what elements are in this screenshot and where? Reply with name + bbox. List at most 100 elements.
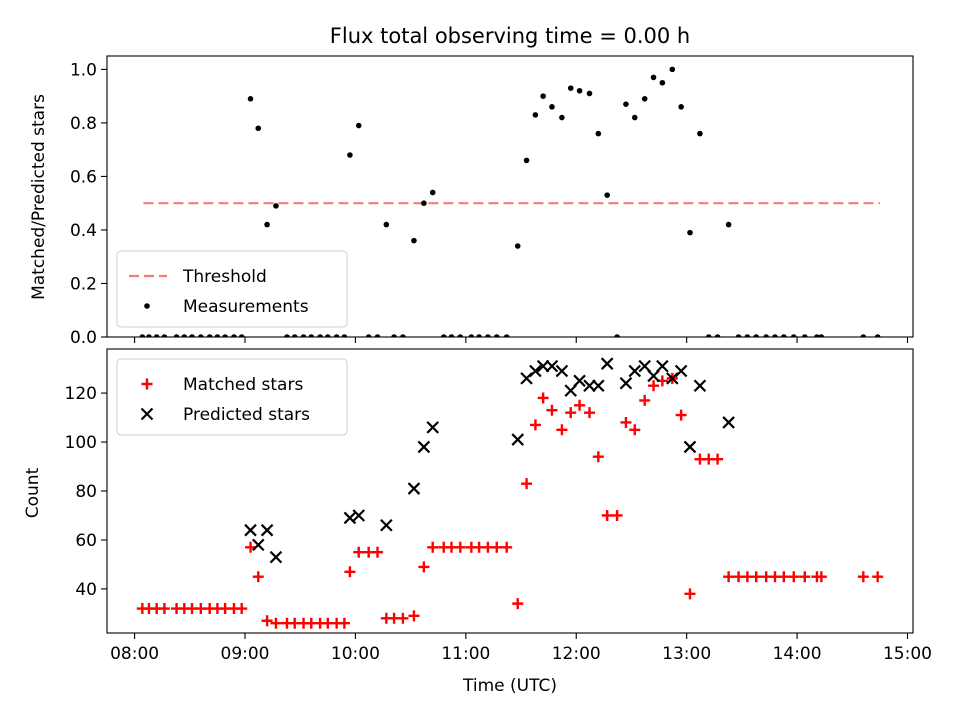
- legend-label-measurements: Measurements: [183, 297, 309, 317]
- measurements-point: [206, 334, 213, 337]
- measurements-point: [146, 334, 152, 337]
- measurements-point: [476, 334, 482, 337]
- measurements-point: [247, 96, 254, 102]
- data-marks: [136, 357, 884, 629]
- legend: Threshold Measurements: [116, 250, 348, 328]
- matched-stars-point: [778, 571, 790, 583]
- measurements-point: [300, 334, 307, 337]
- matched-stars-point: [684, 588, 696, 600]
- measurements-point: [214, 334, 221, 337]
- measurements-point: [222, 334, 228, 337]
- measurements-point: [669, 66, 676, 73]
- matched-stars-point: [620, 416, 632, 428]
- measurements-point: [687, 229, 693, 236]
- measurements-point: [540, 93, 546, 99]
- measurements-point: [763, 334, 769, 337]
- matched-stars-point: [629, 424, 641, 436]
- predicted-stars-point: [683, 440, 697, 454]
- matched-stars-point: [529, 419, 541, 431]
- measurements-point: [604, 192, 610, 198]
- measurements-point: [493, 334, 500, 337]
- matched-stars-point: [872, 571, 884, 583]
- measurements-point: [238, 334, 245, 337]
- measurements-point: [181, 334, 188, 337]
- measurements-point: [623, 101, 629, 107]
- data-marks: [139, 66, 881, 337]
- predicted-stars-point: [407, 482, 421, 495]
- predicted-stars-point: [380, 518, 393, 532]
- legend: Matched stars Predicted stars: [116, 358, 348, 436]
- matched-stars-point: [353, 546, 365, 558]
- y-tick-label: 0.4: [70, 221, 97, 241]
- matched-stars-point: [372, 546, 384, 558]
- matched-stars-point: [512, 598, 524, 610]
- predicted-stars-point: [722, 416, 735, 429]
- matched-stars-point: [245, 541, 257, 553]
- measurements-point: [341, 334, 348, 337]
- measurements-point: [198, 334, 204, 337]
- predicted-stars-point: [529, 364, 542, 378]
- measurements-point: [650, 74, 657, 81]
- matched-stars-point: [418, 561, 430, 573]
- predicted-stars-point: [417, 440, 431, 454]
- measurements-point: [641, 96, 648, 102]
- y-tick-label: 120: [65, 384, 97, 404]
- x-tick-label: 09:00: [221, 644, 270, 664]
- measurements-point: [411, 237, 417, 244]
- measurements-point: [374, 334, 381, 337]
- x-tick-label: 10:00: [331, 644, 380, 664]
- predicted-stars-point: [600, 357, 614, 370]
- predicted-stars-point: [592, 379, 605, 393]
- matched-stars-point: [583, 407, 595, 419]
- measurements-point: [448, 334, 455, 337]
- measurements-point: [790, 334, 797, 337]
- matched-stars-point: [537, 392, 549, 404]
- x-axis-label: Time (UTC): [462, 676, 557, 696]
- measurements-point: [559, 114, 565, 121]
- measurements-point: [818, 334, 825, 337]
- top-panel: 0.0 0.2 0.4 0.6 0.8 1.0 Threshold Measurements: [70, 55, 914, 348]
- measurements-point: [347, 152, 353, 158]
- matched-stars-point: [750, 571, 762, 583]
- measurements-point: [772, 334, 778, 337]
- predicted-stars-point: [638, 359, 651, 373]
- y-tick-label: 60: [75, 531, 97, 551]
- predicted-stars-point: [426, 421, 439, 434]
- y-tick-label: 80: [75, 482, 97, 502]
- x-tick-label: 14:00: [773, 644, 822, 664]
- measurements-point: [161, 334, 168, 337]
- legend-label-matched-stars: Matched stars: [183, 375, 303, 395]
- matched-stars-point: [501, 541, 513, 553]
- measurements-point: [514, 243, 521, 249]
- measurements-point: [503, 334, 510, 337]
- matched-stars-point: [639, 394, 651, 406]
- measurements-point: [753, 334, 760, 337]
- measurements-point: [576, 87, 583, 94]
- matched-stars-point: [574, 399, 586, 411]
- x-tick-label: 11:00: [441, 644, 490, 664]
- measurements-point: [457, 334, 464, 337]
- measurements-point: [485, 334, 491, 337]
- measurements-point: [421, 200, 427, 206]
- matched-stars-point: [712, 453, 724, 465]
- measurements-point: [153, 334, 160, 337]
- y-tick-label: 1.0: [70, 60, 97, 80]
- matched-stars-point: [648, 380, 660, 392]
- y-tick-label: 0.0: [70, 328, 97, 348]
- predicted-stars-point: [511, 433, 525, 446]
- y-tick-label: 0.6: [70, 167, 97, 187]
- measurements-point: [549, 104, 555, 110]
- measurements-point: [714, 334, 721, 337]
- bottom-panel: 40 60 80 100 120 08:00 09:00 10:00 11:00 12:00 13:…: [65, 348, 932, 664]
- measurements-point: [391, 334, 397, 337]
- matched-stars-point: [601, 509, 613, 521]
- x-tick-label: 08:00: [110, 644, 159, 664]
- measurements-point: [383, 221, 390, 228]
- matched-stars-point: [397, 612, 409, 624]
- matched-stars-point: [565, 407, 577, 419]
- y-tick-label: 40: [75, 580, 97, 600]
- matched-stars-point: [338, 617, 350, 629]
- measurements-point: [781, 334, 787, 337]
- predicted-stars-point: [545, 359, 559, 373]
